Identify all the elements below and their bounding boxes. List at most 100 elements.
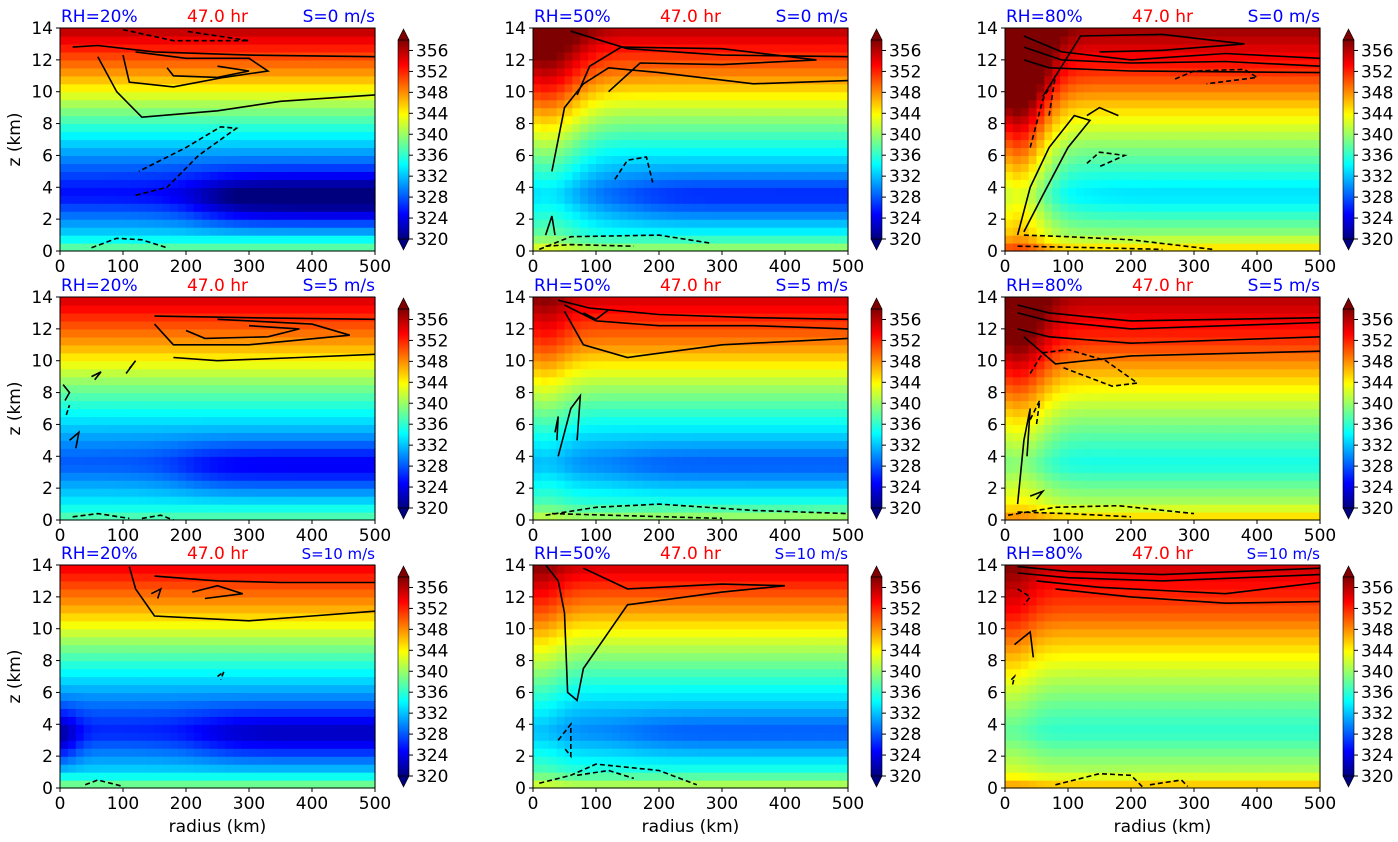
heatmap-cell [674, 107, 684, 117]
heatmap-cell [635, 227, 644, 236]
heatmap-cell [343, 179, 352, 188]
heatmap-cell [659, 187, 668, 196]
heatmap-cell [1217, 179, 1227, 188]
heatmap-cell [556, 496, 566, 505]
heatmap-cell [83, 512, 93, 521]
heatmap-cell [367, 83, 376, 93]
colorbar-tick-label: 356 [1361, 41, 1393, 61]
heatmap-cell [272, 83, 282, 93]
heatmap-cell [256, 91, 266, 101]
heatmap-cell [123, 115, 132, 125]
heatmap-cell [304, 336, 313, 346]
heatmap-cell [123, 512, 132, 521]
heatmap-cell [351, 440, 360, 449]
heatmap-cell [123, 440, 132, 449]
heatmap-cell [1099, 131, 1108, 141]
heatmap-cell [367, 163, 376, 172]
heatmap-cell [288, 195, 297, 204]
heatmap-cell [1146, 219, 1156, 228]
heatmap-cell [603, 91, 613, 101]
heatmap-cell [824, 107, 833, 117]
heatmap-cell [1068, 28, 1077, 37]
heatmap-cell [556, 179, 566, 188]
heatmap-cell [1170, 59, 1179, 69]
heatmap-cell [611, 83, 621, 93]
heatmap-cell [1194, 187, 1203, 196]
heatmap-cell [351, 472, 360, 481]
y-tick-label: 12 [31, 51, 53, 71]
heatmap-cell [588, 195, 597, 204]
heatmap-cell [304, 131, 313, 141]
heatmap-cell [115, 51, 124, 61]
heatmap-cell [1060, 67, 1069, 77]
heatmap-cell [777, 227, 786, 236]
heatmap-cell [130, 139, 140, 149]
heatmap-cell [1060, 219, 1069, 228]
heatmap-cell [808, 115, 818, 125]
x-tick-label: 200 [1115, 257, 1147, 277]
heatmap-cell [75, 384, 85, 394]
heatmap-cell [123, 155, 132, 164]
heatmap-cell [327, 75, 337, 85]
heatmap-cell [564, 99, 573, 109]
heatmap-cell [792, 235, 802, 244]
heatmap-cell [666, 35, 676, 45]
heatmap-cell [1052, 139, 1061, 149]
heatmap-cell [83, 179, 93, 188]
heatmap-cell [123, 35, 132, 45]
heatmap-cell [1280, 171, 1290, 180]
heatmap-cell [83, 195, 93, 204]
heatmap-cell [1257, 219, 1266, 228]
heatmap-cell [83, 219, 93, 228]
heatmap-cell [745, 59, 755, 69]
heatmap-cell [327, 107, 337, 117]
heatmap-cell [564, 163, 573, 172]
heatmap-cell [1075, 115, 1085, 125]
heatmap-cell [1241, 147, 1250, 157]
heatmap-cell [264, 171, 274, 180]
heatmap-cell [193, 440, 203, 449]
heatmap-cell [83, 131, 93, 141]
heatmap-cell [580, 235, 589, 244]
heatmap-cell [91, 179, 100, 188]
heatmap-cell [264, 304, 274, 314]
heatmap-cell [1091, 171, 1101, 180]
heatmap-cell [729, 123, 739, 133]
heatmap-cell [1091, 187, 1101, 196]
heatmap-cell [1146, 243, 1156, 252]
heatmap-cell [264, 392, 274, 402]
heatmap-cell [1225, 243, 1234, 252]
heatmap-cell [1241, 35, 1250, 45]
heatmap-cell [280, 464, 289, 473]
heatmap-cell [840, 243, 849, 252]
heatmap-cell [1304, 195, 1313, 204]
heatmap-cell [745, 472, 755, 481]
heatmap-cell [280, 376, 289, 386]
heatmap-cell [83, 139, 93, 149]
heatmap-cell [367, 504, 376, 513]
heatmap-cell [233, 43, 242, 53]
heatmap-cell [343, 488, 352, 497]
heatmap-cell [241, 51, 250, 61]
heatmap-cell [83, 392, 93, 402]
heatmap-cell [690, 187, 699, 196]
heatmap-cell [75, 448, 85, 457]
heatmap-cell [619, 480, 629, 489]
heatmap-cell [572, 115, 581, 125]
heatmap-cell [217, 480, 226, 489]
heatmap-cell [698, 504, 707, 513]
heatmap-cell [123, 59, 132, 69]
heatmap-cell [343, 83, 352, 93]
heatmap-cell [824, 227, 833, 236]
heatmap-cell [1178, 235, 1187, 244]
heatmap-cell [1209, 99, 1219, 109]
heatmap-cell [769, 203, 778, 212]
heatmap-cell [769, 107, 778, 117]
heatmap-cell [225, 400, 234, 410]
heatmap-cell [130, 91, 140, 101]
heatmap-cell [777, 512, 786, 521]
heatmap-cell [327, 203, 337, 212]
heatmap-cell [343, 155, 352, 164]
heatmap-cell [603, 496, 613, 505]
heatmap-cell [241, 203, 250, 212]
